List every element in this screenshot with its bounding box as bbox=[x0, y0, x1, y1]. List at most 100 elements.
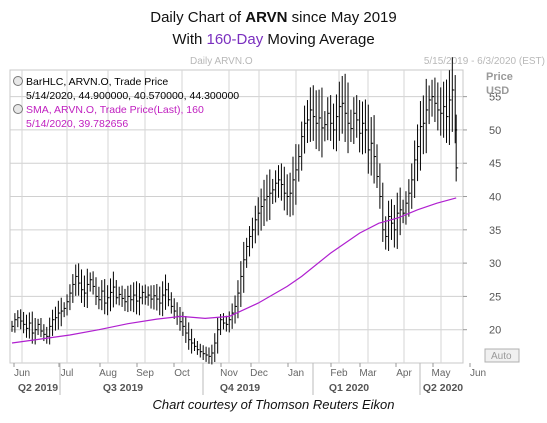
price-bar bbox=[109, 278, 113, 312]
price-bar bbox=[341, 75, 345, 134]
price-bar bbox=[54, 306, 58, 331]
price-bar bbox=[101, 280, 104, 311]
price-bar bbox=[422, 95, 426, 155]
y-tick-label: 30 bbox=[489, 258, 501, 270]
sma-series-icon bbox=[13, 104, 23, 114]
legend-entry-bars[interactable]: BarHLC, ARVN.O, Trade Price 5/14/2020, 4… bbox=[13, 76, 240, 102]
price-bar bbox=[191, 328, 194, 354]
x-quarter-label: Q2 2019 bbox=[18, 382, 58, 394]
price-bar bbox=[321, 87, 324, 158]
price-bar bbox=[156, 284, 159, 311]
price-bar bbox=[25, 314, 29, 338]
price-bar bbox=[446, 79, 449, 143]
y-tick-label: 50 bbox=[489, 125, 501, 137]
price-bar bbox=[150, 285, 154, 309]
legend-entry-sma[interactable]: SMA, ARVN.O, Trade Price(Last), 160 5/14… bbox=[13, 104, 204, 130]
price-bar bbox=[52, 309, 55, 336]
price-bar bbox=[283, 166, 287, 211]
price-bar bbox=[95, 277, 99, 306]
price-bar bbox=[347, 82, 351, 154]
price-bar bbox=[333, 103, 336, 150]
price-bar bbox=[344, 73, 348, 142]
price-bar bbox=[121, 285, 125, 307]
chart-credit: Chart courtesy of Thomson Reuters Eikon bbox=[152, 397, 395, 412]
auto-scale-label: Auto bbox=[491, 351, 512, 362]
y-tick-label: 40 bbox=[489, 192, 501, 204]
chart-title-line1: Daily Chart of ARVN since May 2019 bbox=[150, 9, 397, 26]
price-bar bbox=[359, 100, 362, 153]
price-bar bbox=[434, 77, 437, 122]
price-bar bbox=[202, 345, 206, 361]
price-bar bbox=[159, 286, 162, 316]
y-axis-label-price: Price bbox=[486, 71, 513, 83]
price-bar bbox=[130, 284, 133, 312]
bar-series-icon bbox=[13, 76, 23, 86]
price-bar bbox=[124, 288, 127, 312]
price-bar bbox=[104, 279, 107, 315]
x-month-label: Apr bbox=[396, 368, 412, 379]
price-bar bbox=[440, 87, 443, 136]
x-month-label: Nov bbox=[220, 368, 238, 379]
price-bar bbox=[376, 144, 379, 188]
price-bar bbox=[60, 297, 64, 327]
x-month-label: Jan bbox=[288, 368, 304, 379]
x-quarter-label: Q1 2020 bbox=[329, 382, 369, 394]
price-bar bbox=[112, 271, 116, 308]
price-bar bbox=[17, 310, 20, 328]
price-bar bbox=[373, 115, 377, 184]
price-bar bbox=[443, 81, 446, 138]
price-bar bbox=[153, 285, 156, 310]
y-tick-label: 55 bbox=[489, 92, 501, 104]
price-bar bbox=[335, 94, 339, 152]
x-quarter-label: Q2 2020 bbox=[423, 382, 463, 394]
x-quarter-label: Q3 2019 bbox=[103, 382, 143, 394]
price-bar bbox=[98, 286, 101, 310]
price-bar bbox=[451, 57, 455, 132]
price-bar bbox=[286, 174, 290, 216]
price-bar bbox=[14, 313, 17, 333]
price-bar bbox=[188, 322, 191, 350]
price-bar bbox=[298, 144, 301, 182]
price-bar bbox=[318, 89, 322, 152]
price-bar bbox=[75, 264, 78, 296]
price-bar bbox=[350, 109, 353, 142]
x-month-label: Jul bbox=[61, 368, 74, 379]
price-bar bbox=[330, 95, 333, 141]
price-bar bbox=[405, 191, 408, 225]
y-axis-label-unit: USD bbox=[486, 85, 509, 97]
auto-scale-button[interactable]: Auto bbox=[484, 348, 520, 363]
price-bar bbox=[89, 272, 93, 292]
price-bar bbox=[138, 283, 142, 316]
price-bar bbox=[69, 284, 72, 311]
price-bar bbox=[393, 204, 397, 248]
price-bar bbox=[379, 163, 382, 209]
price-bar bbox=[23, 311, 26, 334]
price-bar bbox=[72, 274, 75, 303]
price-bar bbox=[275, 170, 278, 203]
price-bar bbox=[196, 340, 200, 355]
price-bar bbox=[243, 241, 246, 293]
price-bar bbox=[278, 165, 281, 198]
price-bar bbox=[448, 70, 452, 146]
price-bar bbox=[269, 169, 272, 220]
price-bar bbox=[289, 172, 293, 217]
price-bar bbox=[370, 117, 374, 176]
price-bar bbox=[83, 275, 87, 308]
price-bar bbox=[431, 79, 435, 117]
price-bar bbox=[217, 317, 220, 354]
price-bar bbox=[136, 281, 139, 315]
price-bar bbox=[356, 95, 359, 138]
price-bar bbox=[301, 121, 304, 171]
legend: BarHLC, ARVN.O, Trade Price 5/14/2020, 4… bbox=[13, 76, 240, 130]
price-bar bbox=[193, 338, 197, 352]
price-bar bbox=[86, 268, 90, 309]
price-bar bbox=[437, 82, 440, 131]
price-bar bbox=[231, 303, 235, 329]
x-month-label: Mar bbox=[359, 368, 377, 379]
price-bar bbox=[251, 217, 255, 249]
price-bar bbox=[304, 105, 307, 154]
price-bar bbox=[419, 101, 423, 171]
y-tick-label: 35 bbox=[489, 225, 501, 237]
price-bar bbox=[49, 317, 52, 345]
price-bar bbox=[78, 263, 81, 296]
